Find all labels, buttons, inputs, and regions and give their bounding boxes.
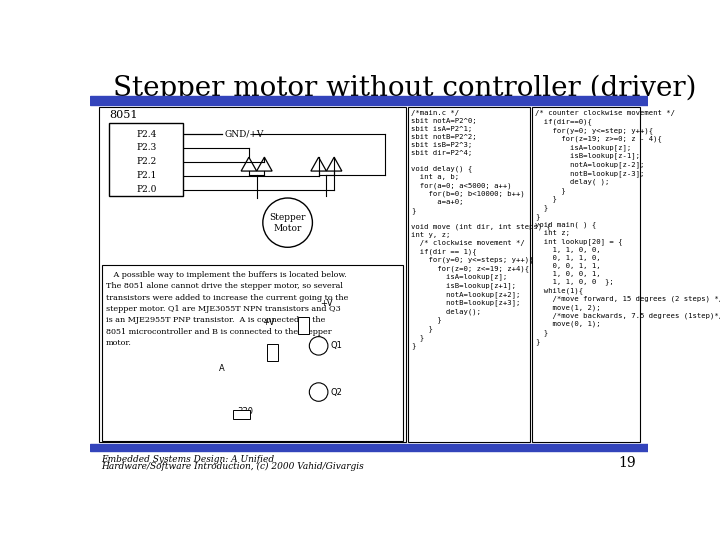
Bar [90,96,648,105]
Bar [532,107,640,442]
Text: 330: 330 [237,407,253,416]
Text: P2.0: P2.0 [136,185,156,194]
Text: /* counter clockwise movement */
  if(dir==0){
    for(y=0; y<=step; y++){
     : /* counter clockwise movement */ if(dir=… [535,110,720,345]
Bar [266,345,277,361]
Text: Hardware/Software Introduction, (c) 2000 Vahid/Givargis: Hardware/Software Introduction, (c) 2000… [102,462,364,471]
Bar [109,123,183,195]
Text: Embedded Systems Design: A Unified: Embedded Systems Design: A Unified [102,455,275,463]
Text: A possible way to implement the buffers is located below.
The 8051 alone cannot : A possible way to implement the buffers … [106,271,348,347]
Text: P2.2: P2.2 [136,157,156,166]
Bar [90,444,648,451]
Bar [297,318,309,334]
Text: Stepper: Stepper [269,213,306,222]
Bar [102,265,403,441]
Text: P2.4: P2.4 [136,130,156,139]
Text: Motor: Motor [274,224,302,233]
Text: P2.1: P2.1 [136,171,156,180]
Text: +V: +V [320,299,333,308]
Text: +V: +V [262,318,274,327]
Text: 8051: 8051 [109,110,138,120]
Bar [408,107,530,442]
Text: 19: 19 [618,456,636,470]
Text: Q2: Q2 [330,388,342,396]
Bar [233,410,251,419]
Text: Q1: Q1 [330,341,342,350]
Text: Stepper motor without controller (driver): Stepper motor without controller (driver… [113,74,697,102]
Text: 1K: 1K [266,345,277,354]
Bar [99,107,406,442]
Text: P2.3: P2.3 [136,144,156,152]
Text: /*main.c */
sbit notA=P2^0;
sbit isA=P2^1;
sbit notB=P2^2;
sbit isB=P2^3;
sbit d: /*main.c */ sbit notA=P2^0; sbit isA=P2^… [411,110,551,349]
Text: A: A [219,364,225,374]
Text: GND/+V: GND/+V [224,130,264,139]
Text: 1K: 1K [298,318,308,327]
